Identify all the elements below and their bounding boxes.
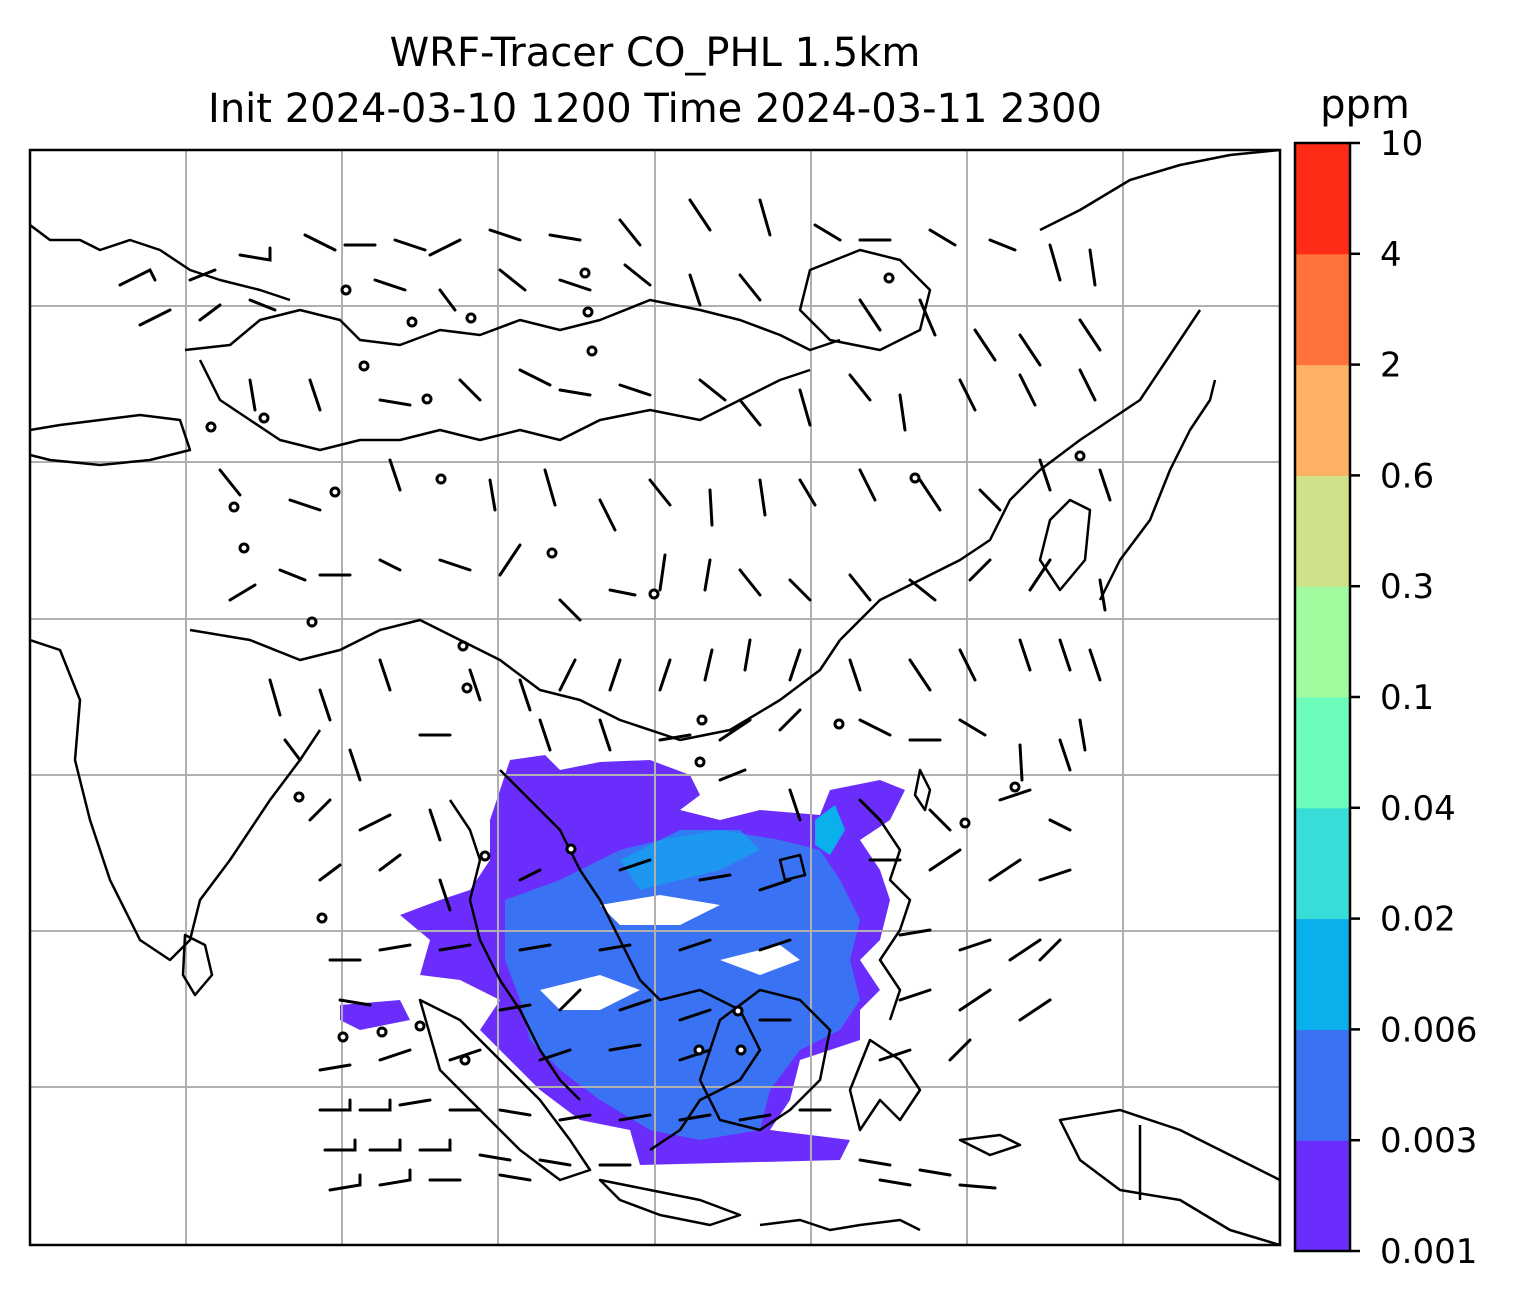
java xyxy=(598,1178,742,1227)
mongolia xyxy=(798,248,932,352)
caspian-ish xyxy=(30,413,192,467)
plume-core xyxy=(815,805,845,855)
colorbar-segment xyxy=(1295,697,1350,809)
plume-outer-west xyxy=(340,1000,410,1030)
taiwan xyxy=(913,768,932,812)
himalaya-border xyxy=(184,298,841,352)
colorbar-segment xyxy=(1295,918,1350,1030)
japan xyxy=(1098,379,1217,601)
colorbar-tick-label: 2 xyxy=(1380,346,1402,386)
colorbar-segment xyxy=(1295,586,1350,698)
korea xyxy=(1038,498,1092,592)
timor xyxy=(958,1133,1022,1157)
gridlines xyxy=(30,150,1280,1245)
plume-inner xyxy=(505,830,860,1140)
map-frame xyxy=(28,148,1282,1247)
sumatra xyxy=(418,998,592,1182)
colorbar-tick-label: 0.6 xyxy=(1380,456,1434,496)
plume-gap-1 xyxy=(600,895,720,925)
china-south-border xyxy=(189,618,842,742)
colorbar-unit-label: ppm xyxy=(1320,82,1410,128)
tibet-border xyxy=(198,359,811,452)
tracer-plume xyxy=(340,755,905,1165)
hainan xyxy=(778,853,807,882)
colorbar-tick-label: 0.1 xyxy=(1380,678,1434,718)
philippines xyxy=(878,819,912,1021)
colorbar-tick-label: 4 xyxy=(1380,235,1402,275)
colorbar-segment xyxy=(1295,253,1350,366)
borneo xyxy=(698,988,832,1132)
colorbar-tick-label: 0.3 xyxy=(1380,567,1434,607)
colorbar-segment xyxy=(1295,143,1350,255)
colorbar: 0.001 0.003 0.006 0.02 0.04 0.1 0.3 0.6 2 4 10 xyxy=(1293,124,1477,1272)
colorbar-segment xyxy=(1295,364,1350,476)
colorbar-tick-label: 10 xyxy=(1380,124,1423,164)
plume-gap-3 xyxy=(720,945,800,975)
thailand-coast xyxy=(448,799,581,1101)
sri-lanka xyxy=(181,933,214,997)
indochina xyxy=(499,769,762,1152)
colorbar-tick-label: 0.001 xyxy=(1380,1232,1477,1272)
lesser-sunda xyxy=(759,1218,921,1232)
sulawesi xyxy=(848,1038,922,1132)
colorbar-segment xyxy=(1295,1029,1350,1141)
colorbar-tick-label: 0.04 xyxy=(1380,789,1456,829)
colorbar-tick-label: 0.02 xyxy=(1380,900,1456,940)
colorbar-segment xyxy=(1295,475,1350,587)
calm-wind-markers xyxy=(205,267,1086,1066)
india-coast xyxy=(30,638,322,962)
colorbar-tick-label: 0.003 xyxy=(1380,1121,1477,1161)
colorbar-segment xyxy=(1295,807,1350,920)
china-coast xyxy=(839,309,1202,641)
new-guinea xyxy=(1058,1108,1280,1245)
map-title-line2: Init 2024-03-10 1200 Time 2024-03-11 230… xyxy=(208,86,1102,132)
west-border xyxy=(30,224,291,302)
coastlines xyxy=(30,150,1280,1245)
map-title-line1: WRF-Tracer CO_PHL 1.5km xyxy=(389,30,921,76)
wind-barbs xyxy=(118,198,1112,1192)
russia-coast xyxy=(1039,150,1280,232)
colorbar-tick-label: 0.006 xyxy=(1380,1010,1477,1050)
colorbar-segment xyxy=(1295,1140,1350,1252)
plume-gap-2 xyxy=(540,975,640,1010)
